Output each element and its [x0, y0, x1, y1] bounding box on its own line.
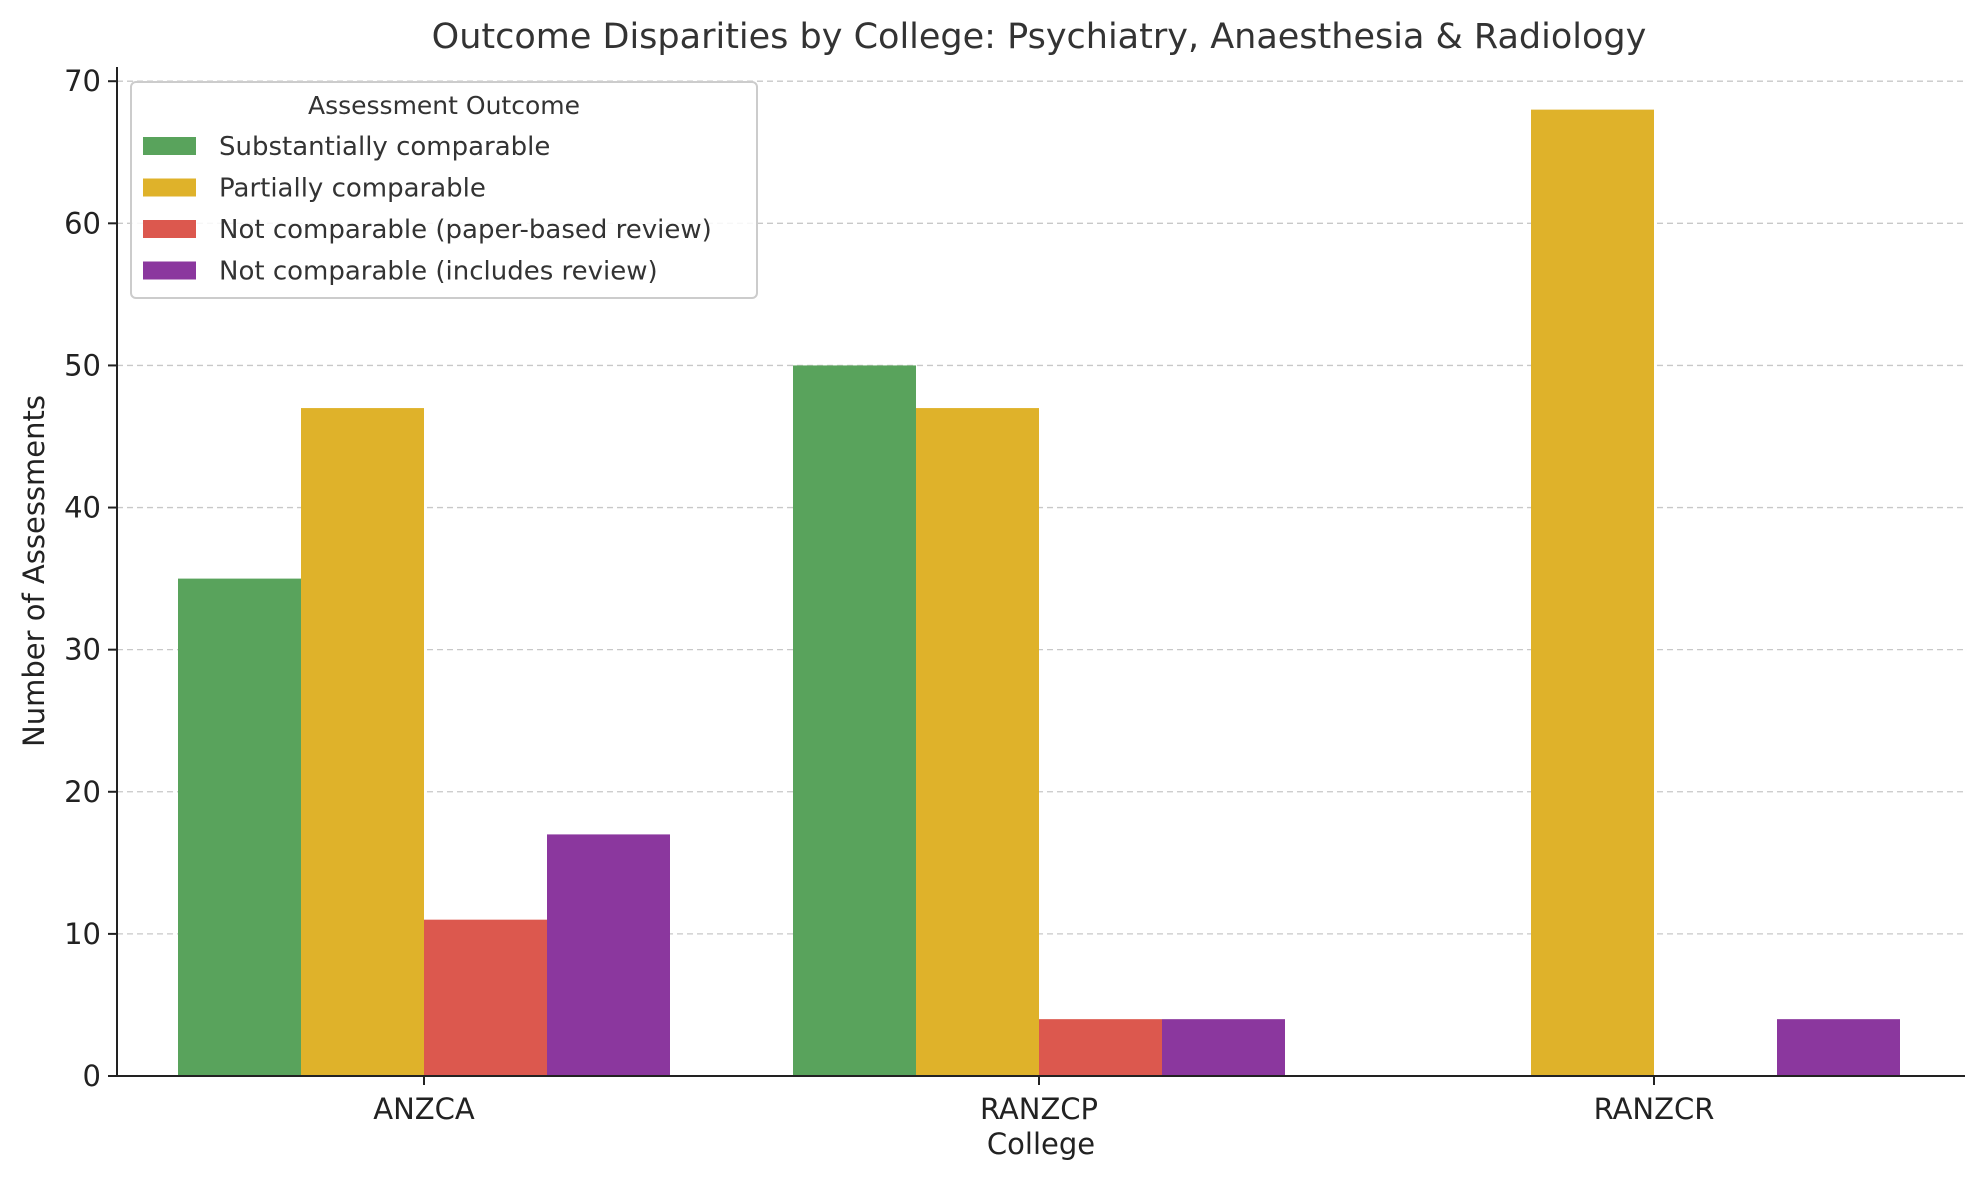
legend-swatch	[143, 220, 196, 238]
y-axis-ticks: 0 10 20 30 40 50 60 70	[64, 64, 117, 1093]
y-axis-label: Number of Assessments	[17, 395, 51, 747]
chart-title: Outcome Disparities by College: Psychiat…	[432, 17, 1647, 57]
x-axis-label: College	[987, 1127, 1095, 1161]
bar	[1162, 1019, 1285, 1076]
bar	[178, 578, 301, 1076]
legend-label: Not comparable (includes review)	[219, 257, 658, 287]
legend-swatch	[143, 261, 196, 280]
legend-label: Substantially comparable	[219, 132, 550, 162]
y-tick-label: 40	[64, 491, 101, 525]
bar	[916, 408, 1039, 1076]
bar	[793, 365, 916, 1076]
legend-swatch	[143, 137, 196, 155]
legend-label: Not comparable (paper-based review)	[219, 215, 712, 245]
gridlines	[117, 80, 1965, 935]
x-axis-ticks: ANZCA RANZCP RANZCR	[373, 1076, 1714, 1126]
y-tick-label: 30	[64, 633, 101, 667]
bar	[547, 834, 670, 1076]
legend-label: Partially comparable	[219, 174, 486, 204]
x-tick-label: ANZCA	[373, 1092, 475, 1126]
legend-swatch	[143, 178, 196, 197]
bar	[1039, 1019, 1162, 1076]
bars	[178, 109, 1900, 1077]
bar	[301, 408, 424, 1076]
bar	[424, 919, 547, 1076]
y-tick-label: 70	[64, 64, 101, 98]
bar	[1531, 109, 1654, 1077]
y-tick-label: 50	[64, 348, 101, 382]
y-tick-label: 0	[83, 1059, 101, 1093]
y-tick-label: 10	[64, 917, 101, 951]
legend-title: Assessment Outcome	[308, 91, 580, 120]
y-tick-label: 20	[64, 775, 101, 809]
legend-box	[130, 81, 758, 299]
bar	[1777, 1019, 1900, 1076]
legend: Assessment Outcome Substantially compara…	[130, 81, 758, 299]
x-tick-label: RANZCR	[1594, 1092, 1715, 1126]
y-tick-label: 60	[64, 206, 101, 240]
x-tick-label: RANZCP	[980, 1092, 1098, 1126]
